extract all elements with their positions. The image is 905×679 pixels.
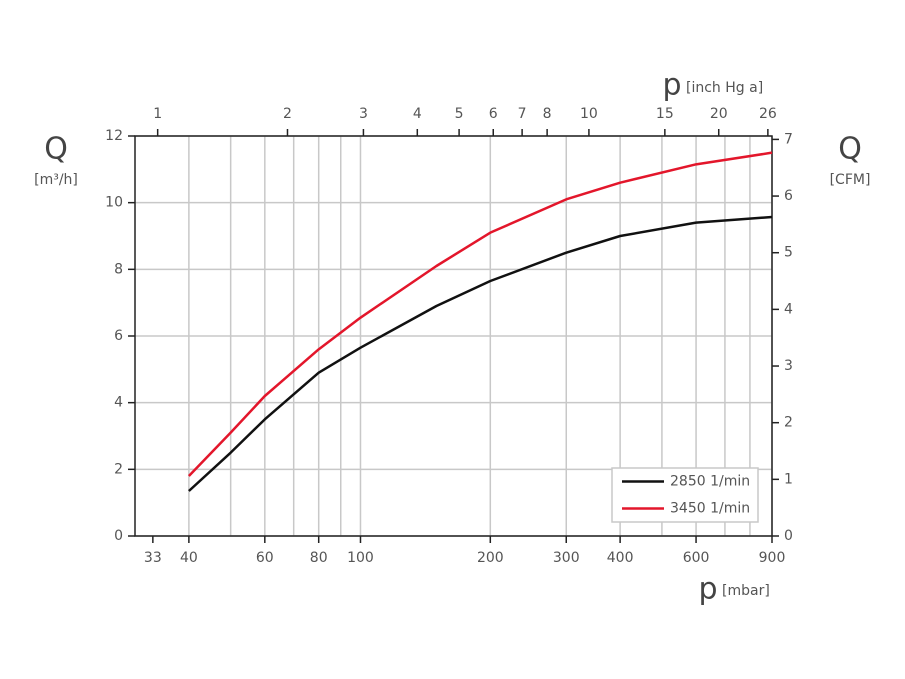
x2-tick-label: 10 [580, 106, 598, 122]
x2-tick-label: 15 [656, 106, 674, 122]
series-line [187, 151, 773, 477]
x2-tick-label: 6 [489, 106, 498, 122]
legend-box [611, 467, 759, 523]
y2-label: Q [838, 132, 862, 167]
x-tick-label: 100 [347, 550, 374, 566]
x-tick-label: 80 [310, 550, 328, 566]
y2-tick-label: 6 [784, 188, 793, 204]
x2-tick-label: 8 [543, 106, 552, 122]
x-tick-label: 400 [607, 550, 634, 566]
y2-tick-label: 0 [784, 528, 793, 544]
y-tick-label: 12 [105, 128, 123, 144]
x-label: p [698, 572, 717, 607]
x-unit: [mbar] [722, 583, 770, 599]
x2-label: p [662, 68, 681, 103]
x-tick-label: 33 [144, 550, 162, 566]
legend-label: 3450 1/min [670, 501, 750, 517]
x2-tick-label: 20 [710, 106, 728, 122]
y-label: Q [44, 132, 68, 167]
x-tick-label: 200 [477, 550, 504, 566]
x-tick-label: 600 [683, 550, 710, 566]
x-tick-label: 60 [256, 550, 274, 566]
y-tick-label: 0 [114, 528, 123, 544]
y2-tick-label: 5 [784, 245, 793, 261]
y-tick-label: 2 [114, 461, 123, 477]
y-tick-label: 4 [114, 395, 123, 411]
y2-tick-label: 2 [784, 415, 793, 431]
y-tick-label: 10 [105, 195, 123, 211]
x2-tick-label: 3 [359, 106, 368, 122]
y2-unit: [CFM] [830, 172, 871, 188]
x2-tick-label: 26 [759, 106, 777, 122]
x2-tick-label: 1 [153, 106, 162, 122]
y-unit: [m³/h] [34, 172, 78, 188]
x2-tick-label: 2 [283, 106, 292, 122]
y-tick-label: 6 [114, 328, 123, 344]
x2-unit: [inch Hg a] [686, 80, 763, 96]
y2-tick-label: 1 [784, 471, 793, 487]
x-tick-label: 40 [180, 550, 198, 566]
y2-tick-label: 4 [784, 301, 793, 317]
legend-label: 2850 1/min [670, 474, 750, 490]
x-tick-label: 900 [759, 550, 786, 566]
series-line [188, 215, 773, 492]
x2-tick-label: 7 [518, 106, 527, 122]
y-tick-label: 8 [114, 261, 123, 277]
x2-tick-label: 5 [455, 106, 464, 122]
x-tick-label: 300 [553, 550, 580, 566]
x2-tick-label: 4 [413, 106, 422, 122]
y2-tick-label: 7 [784, 131, 793, 147]
y2-tick-label: 3 [784, 358, 793, 374]
